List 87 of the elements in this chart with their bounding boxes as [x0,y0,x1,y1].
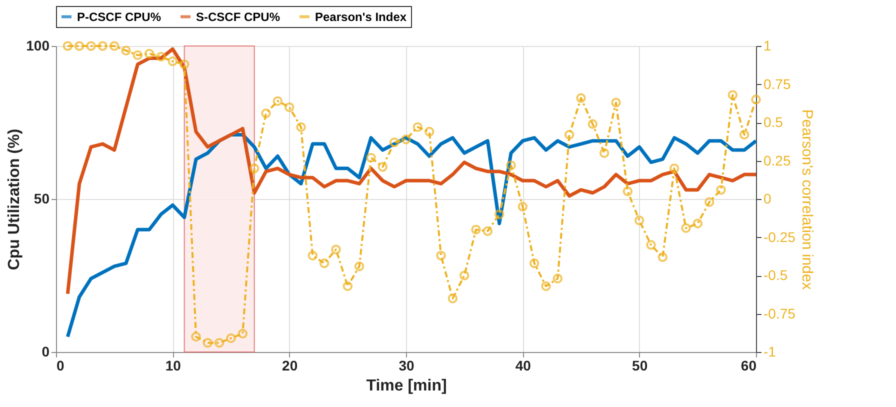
y2-tick-label: 0.25 [764,152,791,168]
point [354,261,364,272]
x-axis-title: Time [min] [366,378,447,394]
y2-tick-label: 0.5 [764,114,784,130]
point [74,41,84,51]
point [599,148,610,158]
point [156,52,166,62]
x-tick-label: 60 [740,358,757,374]
point [249,164,260,174]
point [622,186,633,196]
point [564,130,574,140]
point [284,102,294,112]
point [518,202,528,212]
point [319,258,330,268]
point [132,50,143,60]
point [506,160,516,170]
x-tick-label: 20 [282,358,298,374]
point [144,48,154,59]
point [739,130,750,140]
point [611,98,621,108]
legend-label: P-CSCF CPU% [77,10,162,24]
point [459,270,470,280]
point [681,223,691,233]
point [261,108,271,118]
point [296,122,306,132]
point [424,126,434,137]
point [342,281,353,292]
point [634,216,644,226]
y-tick-label: 50 [34,190,50,206]
point [86,41,96,51]
point [98,41,108,51]
point [576,93,586,103]
y2-tick-label: -0.75 [764,305,796,322]
point [529,258,540,268]
point [401,134,411,144]
y2-tick-label: 0.75 [764,76,791,92]
legend-label: S-CSCF CPU% [196,10,280,24]
point [552,274,563,284]
y2-tick-label: -0.5 [764,267,788,283]
legend-label: Pearson's Index [315,10,407,24]
point [482,226,493,236]
point [389,138,400,148]
point [588,119,598,129]
point [448,294,458,304]
point [308,250,318,260]
point [191,332,201,342]
point [541,281,551,292]
y2-tick-label: 1 [764,38,772,54]
x-tick-label: 10 [165,358,182,374]
point [378,162,388,172]
line-series [66,132,758,338]
point [179,59,190,70]
point [226,333,236,344]
point [646,240,656,250]
point [214,338,224,348]
point [471,224,481,234]
x-tick-label: 40 [515,358,532,374]
x-tick-label: 30 [398,358,414,374]
point [272,96,283,106]
point [494,209,504,220]
point [716,184,726,195]
point [692,218,703,228]
point [121,46,131,56]
y2-axis-title: Pearson's correlation index [798,109,816,290]
point [109,41,120,51]
y-tick-label: 100 [26,38,50,54]
point [728,90,738,100]
point [669,164,680,174]
point [238,328,248,339]
y2-tick-label: 0 [764,190,772,206]
point [658,252,668,262]
x-tick-label: 50 [632,358,648,374]
y-tick-label: 0 [42,344,50,360]
point [331,244,341,254]
line-series [66,47,758,296]
y2-tick-label: -1 [764,344,776,360]
point [751,94,761,104]
y2-tick-label: -0.25 [764,228,796,245]
y-axis-title: Cpu Utilization (%) [6,128,24,270]
point [168,56,178,66]
point [202,338,213,348]
point [704,197,714,207]
x-tick-label: 0 [56,358,64,374]
point [412,122,423,132]
point [366,152,376,163]
point [436,250,446,260]
point [62,41,73,51]
